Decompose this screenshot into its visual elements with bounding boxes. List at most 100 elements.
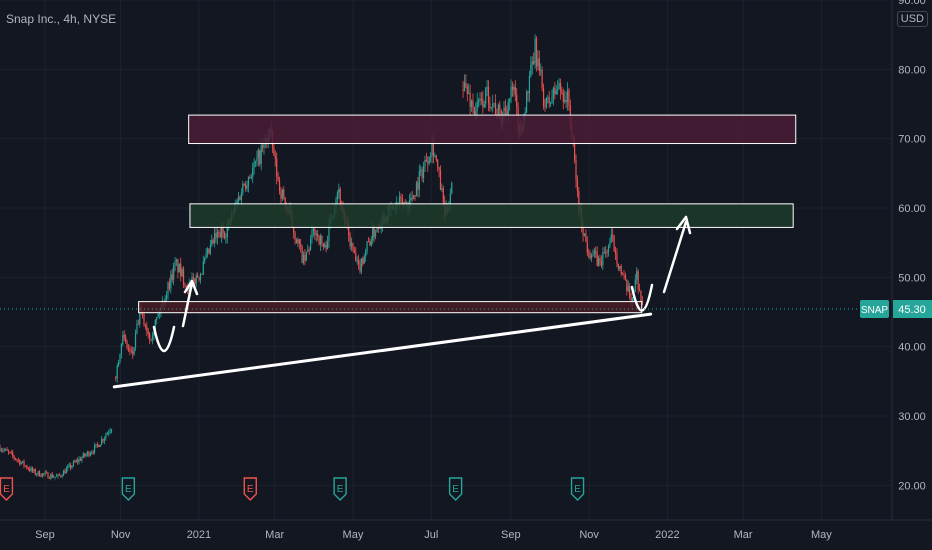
candle-body <box>641 300 643 305</box>
candle-body <box>117 361 120 366</box>
candle-body <box>475 111 477 115</box>
candle-body <box>47 472 49 479</box>
resistance-zone[interactable] <box>188 114 797 145</box>
candle-body <box>10 452 12 454</box>
candle-body <box>108 432 110 434</box>
chart-title[interactable]: Snap Inc., 4h, NYSE <box>6 12 117 26</box>
time-axis[interactable]: Sep Nov 2021 Mar May Jul Sep Nov 2022 Mar May <box>35 529 832 541</box>
candle-body <box>305 251 307 261</box>
earnings-marker-icon[interactable] <box>243 477 257 501</box>
candle-body <box>610 234 612 242</box>
candle-body <box>439 169 442 190</box>
left-bounce-curve[interactable] <box>152 325 176 352</box>
candle-body <box>507 101 509 115</box>
candles <box>0 34 643 481</box>
candle-body <box>3 449 5 451</box>
candle-body <box>261 145 264 148</box>
candle-body <box>511 86 514 91</box>
support-zone[interactable] <box>189 203 794 228</box>
right-arrow-shaft[interactable] <box>662 220 688 294</box>
candle-body <box>55 475 58 477</box>
earnings-marker-icon[interactable] <box>448 477 463 501</box>
candle-body <box>487 86 490 104</box>
candle-body <box>374 232 377 238</box>
candle-body <box>537 58 539 67</box>
candle-body <box>256 157 258 162</box>
earnings-marker-icon[interactable] <box>333 477 347 501</box>
x-tick-label: Jul <box>424 529 438 541</box>
x-tick-label: Nov <box>579 529 599 541</box>
candle-body <box>466 87 468 94</box>
candle-body <box>69 464 72 468</box>
candle-body <box>24 465 27 467</box>
ticker-tag <box>860 300 889 318</box>
candle-body <box>534 38 536 64</box>
candle-body <box>65 468 67 474</box>
left-arrow-head[interactable] <box>183 279 199 296</box>
candle-body <box>156 317 158 321</box>
last-price-badge[interactable]: SNAP 45.30 <box>860 300 932 318</box>
candle-body <box>404 201 406 203</box>
earnings-marker-icon[interactable] <box>570 477 585 501</box>
ticker-tag-label: SNAP <box>861 305 889 316</box>
candle-body <box>600 261 603 266</box>
candle-body <box>45 472 48 474</box>
candle-body <box>125 336 127 343</box>
candle-body <box>363 256 365 264</box>
interval: 4h <box>63 12 77 26</box>
candle-body <box>300 243 302 247</box>
candle-body <box>524 112 526 115</box>
candle-body <box>191 276 193 283</box>
right-bounce-curve[interactable] <box>630 283 654 312</box>
candle-body <box>564 99 566 102</box>
base-zone[interactable] <box>138 301 643 314</box>
candle-body <box>62 470 65 477</box>
candle-body <box>253 161 255 168</box>
candle-body <box>606 251 608 253</box>
candle-body <box>129 348 131 351</box>
candle-body <box>547 97 549 99</box>
earnings-marker-icon[interactable] <box>121 477 136 501</box>
earnings-marker-letter: E <box>247 484 254 495</box>
price-axis[interactable]: 90.00 80.00 70.00 60.00 50.00 40.00 30.00 20.00 <box>898 0 926 492</box>
candle-body <box>485 89 487 105</box>
x-tick-label: May <box>343 529 364 541</box>
candle-body <box>105 434 107 439</box>
candle-body <box>280 191 282 199</box>
candle-body <box>614 251 617 254</box>
right-arrow-head[interactable] <box>675 215 692 235</box>
candle-body <box>499 104 501 110</box>
candle-body <box>16 459 18 461</box>
trendline[interactable] <box>112 312 653 389</box>
candle-body <box>414 195 416 197</box>
candle-body <box>315 233 317 235</box>
earnings-marker-letter: E <box>125 484 132 495</box>
earnings-marker-icon[interactable] <box>0 477 14 501</box>
currency-button[interactable]: USD <box>896 11 928 27</box>
candle-body <box>482 99 484 107</box>
earnings-marker-letter: E <box>337 484 344 495</box>
candle-body <box>616 253 618 264</box>
x-tick-label: Nov <box>111 529 131 541</box>
candle-body <box>427 161 429 164</box>
candle-body <box>442 188 444 203</box>
candle-body <box>30 467 32 471</box>
candle-body <box>415 182 418 197</box>
candle-body <box>93 445 96 453</box>
candle-body <box>468 92 470 94</box>
candle-body <box>559 83 562 91</box>
candle-body <box>526 91 528 113</box>
candle-body <box>211 240 213 246</box>
candle-body <box>242 184 244 194</box>
candle-body <box>26 465 28 469</box>
candle-body <box>483 104 485 107</box>
candle-body <box>565 99 567 103</box>
left-arrow-shaft[interactable] <box>181 281 194 328</box>
candle-body <box>425 160 427 162</box>
candle-body <box>428 156 430 164</box>
candle-body <box>236 200 238 204</box>
earnings-marker-letter: E <box>3 484 10 495</box>
